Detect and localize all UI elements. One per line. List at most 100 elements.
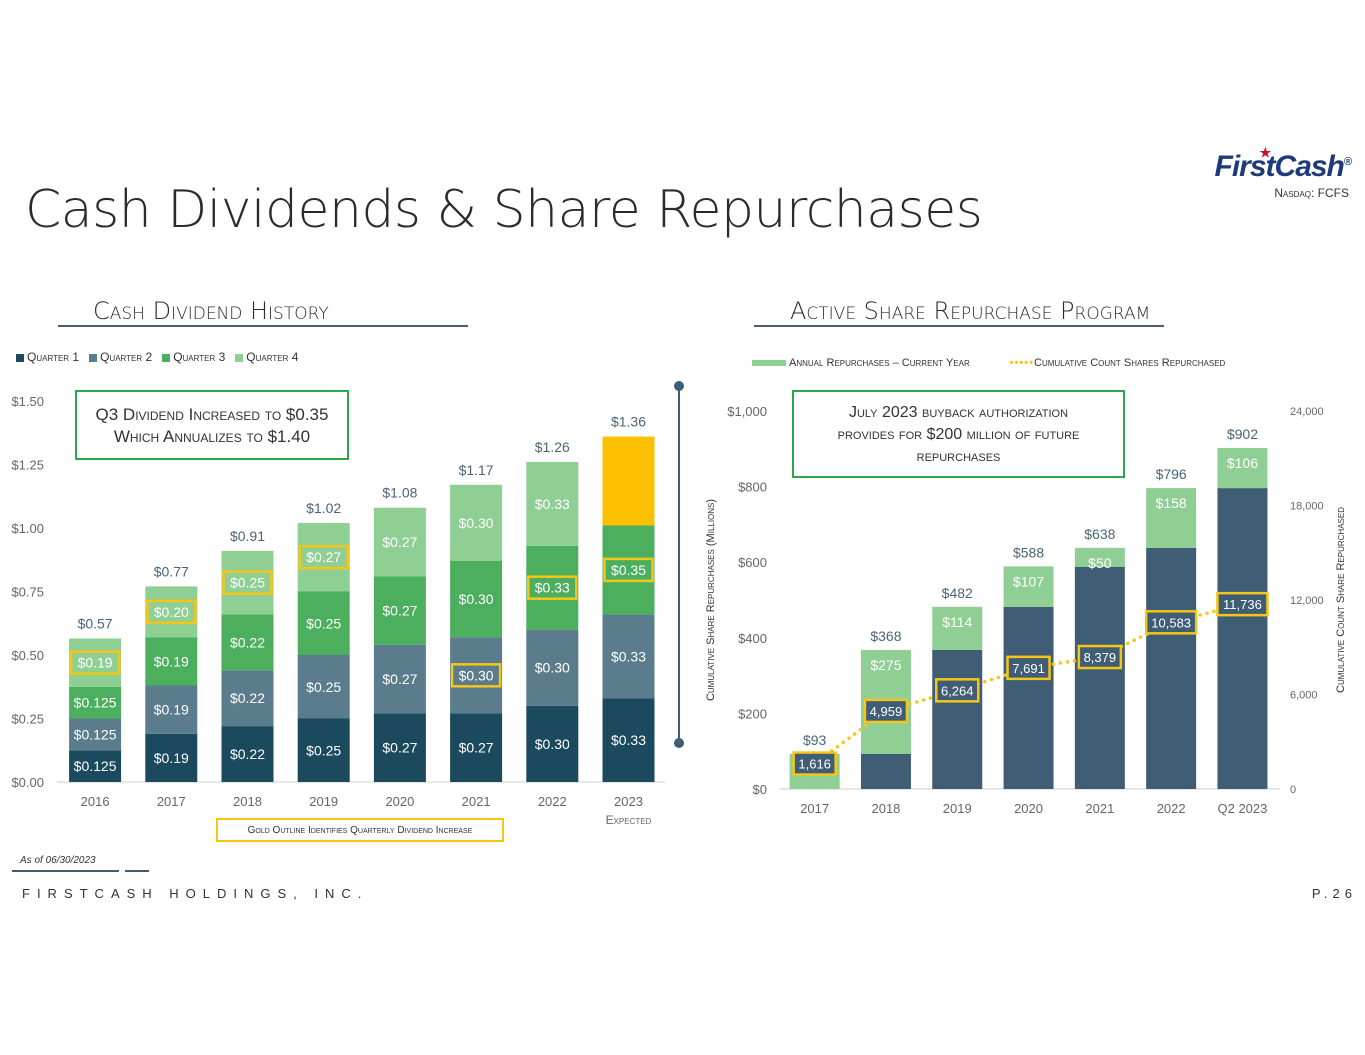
- cumulative-point-box: [863, 698, 909, 724]
- dividend-bar-segment: [602, 436, 655, 526]
- firstcash-logo: FirstCash® ★: [1214, 145, 1353, 184]
- legend-q4-label: Quarter 4: [246, 350, 299, 364]
- dividend-section-rule: [58, 325, 468, 327]
- y-tick-label: $200: [738, 706, 767, 721]
- dividend-segment-label: $0.27: [459, 740, 494, 756]
- dividend-bar-segment: [221, 614, 274, 671]
- repurchase-current-bar: [1003, 566, 1054, 607]
- y-tick-label: $600: [738, 555, 767, 570]
- dividend-segment-label: $0.19: [154, 653, 189, 669]
- repurchase-prior-bar: [860, 753, 911, 789]
- x-tick-label: 2018: [871, 801, 900, 816]
- y2-tick-label: 18,000: [1290, 501, 1324, 513]
- x-tick-label: 2021: [462, 794, 491, 809]
- repurchase-current-label: $275: [870, 657, 901, 673]
- legend-q3-swatch: [162, 353, 171, 362]
- footer-rule-1: [12, 870, 119, 872]
- repurchase-prior-bar: [1003, 606, 1054, 789]
- cumulative-point-label: 11,736: [1223, 597, 1262, 612]
- repurchase-current-label: $114: [942, 614, 972, 630]
- dividend-bar-segment: [450, 561, 503, 638]
- y2-axis-title: Cumulative Count Share Repurchased: [1335, 507, 1347, 693]
- repurchase-legend: Annual Repurchases – Current Year •••••C…: [752, 357, 1225, 369]
- y2-tick-label: 0: [1290, 784, 1296, 796]
- dividend-bar-segment: [373, 644, 426, 714]
- x-tick-label: 2019: [309, 794, 338, 809]
- repurchase-current-bar: [1217, 448, 1268, 489]
- dividend-segment-label: $0.30: [459, 667, 494, 683]
- repurchase-total-label: $93: [803, 732, 827, 748]
- footer-company: FIRSTCASH HOLDINGS, INC.: [22, 886, 369, 901]
- dividend-bar-segment: [69, 686, 122, 719]
- dividend-increase-outline: [603, 557, 654, 583]
- dividend-segment-label: $0.19: [154, 702, 189, 718]
- repurchase-prior-bar: [1074, 566, 1125, 789]
- dividend-total-label: $1.36: [611, 414, 646, 430]
- y-tick-label: $1.50: [11, 394, 44, 409]
- y-tick-label: $0.00: [11, 775, 44, 790]
- dividend-bar-segment: [373, 507, 426, 577]
- x-tick-label: 2020: [385, 794, 414, 809]
- dividend-increase-outline: [222, 570, 273, 595]
- legend-cumulative-label: Cumulative Count Shares Repurchased: [1034, 357, 1226, 369]
- dividend-bar-segment: [297, 591, 350, 655]
- dividend-bar-segment: [526, 629, 579, 706]
- footer-page-number: P.26: [1311, 886, 1357, 901]
- repurchase-callout-line-1: July 2023 buyback authorization: [848, 404, 1069, 421]
- y-tick-label: $0: [753, 782, 767, 797]
- x-tick-label: Q2 2023: [1218, 801, 1268, 816]
- dividend-callout-line-1: Q3 Dividend Increased to $0.35: [95, 405, 329, 424]
- x-tick-label: 2022: [538, 794, 567, 809]
- y-tick-label: $0.50: [11, 648, 44, 663]
- x-tick-label: 2021: [1085, 801, 1114, 816]
- x-tick-label: 2017: [800, 801, 829, 816]
- dividend-segment-label: $0.30: [535, 736, 570, 752]
- dividend-increase-outline: [450, 663, 502, 688]
- dividend-bar-segment: [221, 670, 274, 727]
- x-tick-label: 2020: [1014, 801, 1043, 816]
- y-tick-label: $1.25: [11, 458, 44, 473]
- y-tick-label: $1.00: [11, 521, 44, 536]
- cumulative-point-label: 1,616: [798, 757, 831, 772]
- dividend-segment-label: $0.25: [306, 615, 341, 631]
- dividend-segment-label: $0.125: [74, 695, 117, 711]
- legend-q2: Quarter 2: [89, 350, 152, 364]
- y-tick-label: $400: [738, 631, 767, 646]
- repurchase-callout-line-3: repurchases: [916, 448, 1001, 465]
- legend-q1-swatch: [16, 353, 24, 362]
- repurchase-total-label: $588: [1013, 544, 1044, 560]
- logo-text: FirstCash: [1214, 150, 1345, 183]
- dividend-bar-segment: [145, 733, 198, 782]
- legend-q3-label: Quarter 3: [173, 350, 226, 364]
- dividend-bar-segment: [373, 713, 426, 782]
- cumulative-point-label: 4,959: [870, 704, 903, 719]
- ticker-label: Nasdaq: FCFS: [1274, 186, 1349, 200]
- legend-q2-label: Quarter 2: [100, 350, 153, 364]
- dividend-segment-label: $0.30: [535, 660, 570, 676]
- dividend-bar-segment: [602, 698, 655, 782]
- section-divider: [678, 385, 680, 743]
- y-tick-label: $0.25: [11, 712, 44, 727]
- cumulative-point-box: [792, 751, 837, 776]
- repurchase-current-bar: [1074, 547, 1125, 567]
- dividend-total-label: $0.57: [78, 615, 113, 631]
- dividend-bar-segment: [69, 750, 122, 782]
- dividend-callout: Q3 Dividend Increased to $0.35 Which Ann…: [75, 390, 349, 460]
- divider-top-dot: [674, 381, 684, 391]
- dividend-total-label: $1.02: [306, 500, 341, 516]
- dividend-bar-segment: [221, 550, 274, 615]
- y-tick-label: $0.75: [11, 585, 44, 600]
- x-tick-label: 2023: [614, 794, 643, 809]
- dividend-total-label: $0.91: [230, 528, 265, 544]
- x-tick-sublabel: Expected: [606, 813, 652, 827]
- dividend-segment-label: $0.35: [611, 562, 646, 578]
- dividend-bar-segment: [145, 685, 198, 734]
- dividend-segment-label: $0.30: [459, 591, 494, 607]
- star-icon: ★: [1259, 145, 1272, 160]
- repurchase-current-label: $106: [1227, 455, 1258, 471]
- as-of-date: As of 06/30/2023: [20, 855, 96, 866]
- dividend-bar-segment: [602, 614, 655, 699]
- dividend-segment-label: $0.33: [611, 732, 646, 748]
- legend-cumulative-dots-icon: •••••: [1009, 357, 1034, 369]
- dividend-bar-segment: [69, 718, 122, 751]
